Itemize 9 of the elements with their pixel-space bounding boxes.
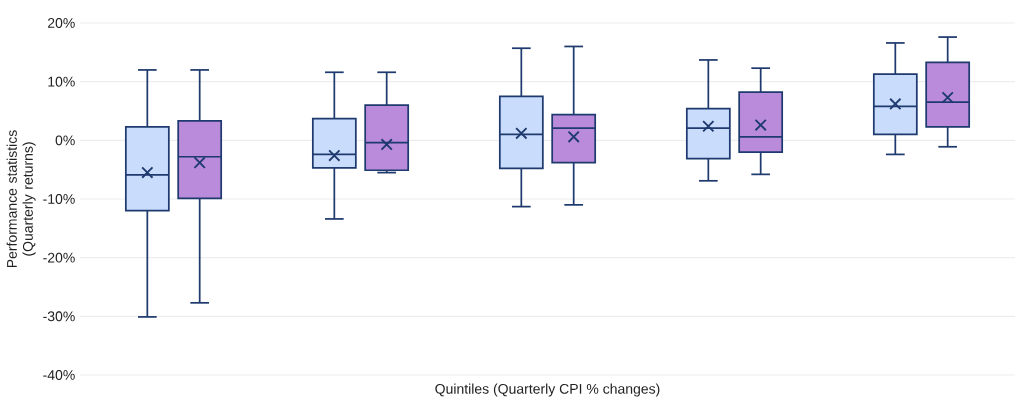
y-tick-label: 10%: [48, 76, 75, 87]
y-axis-title: Performance statistics (Quarterly returns): [6, 130, 36, 268]
y-tick-label: -40%: [43, 370, 75, 380]
y-tick-label: -30%: [43, 311, 75, 322]
x-axis-title: Quintiles (Quarterly CPI % changes): [435, 383, 660, 397]
y-tick-label: -10%: [43, 194, 75, 204]
y-tick-label: -20%: [43, 252, 75, 263]
y-tick-label: 0%: [55, 135, 75, 146]
y-tick-label: 20%: [47, 18, 75, 28]
